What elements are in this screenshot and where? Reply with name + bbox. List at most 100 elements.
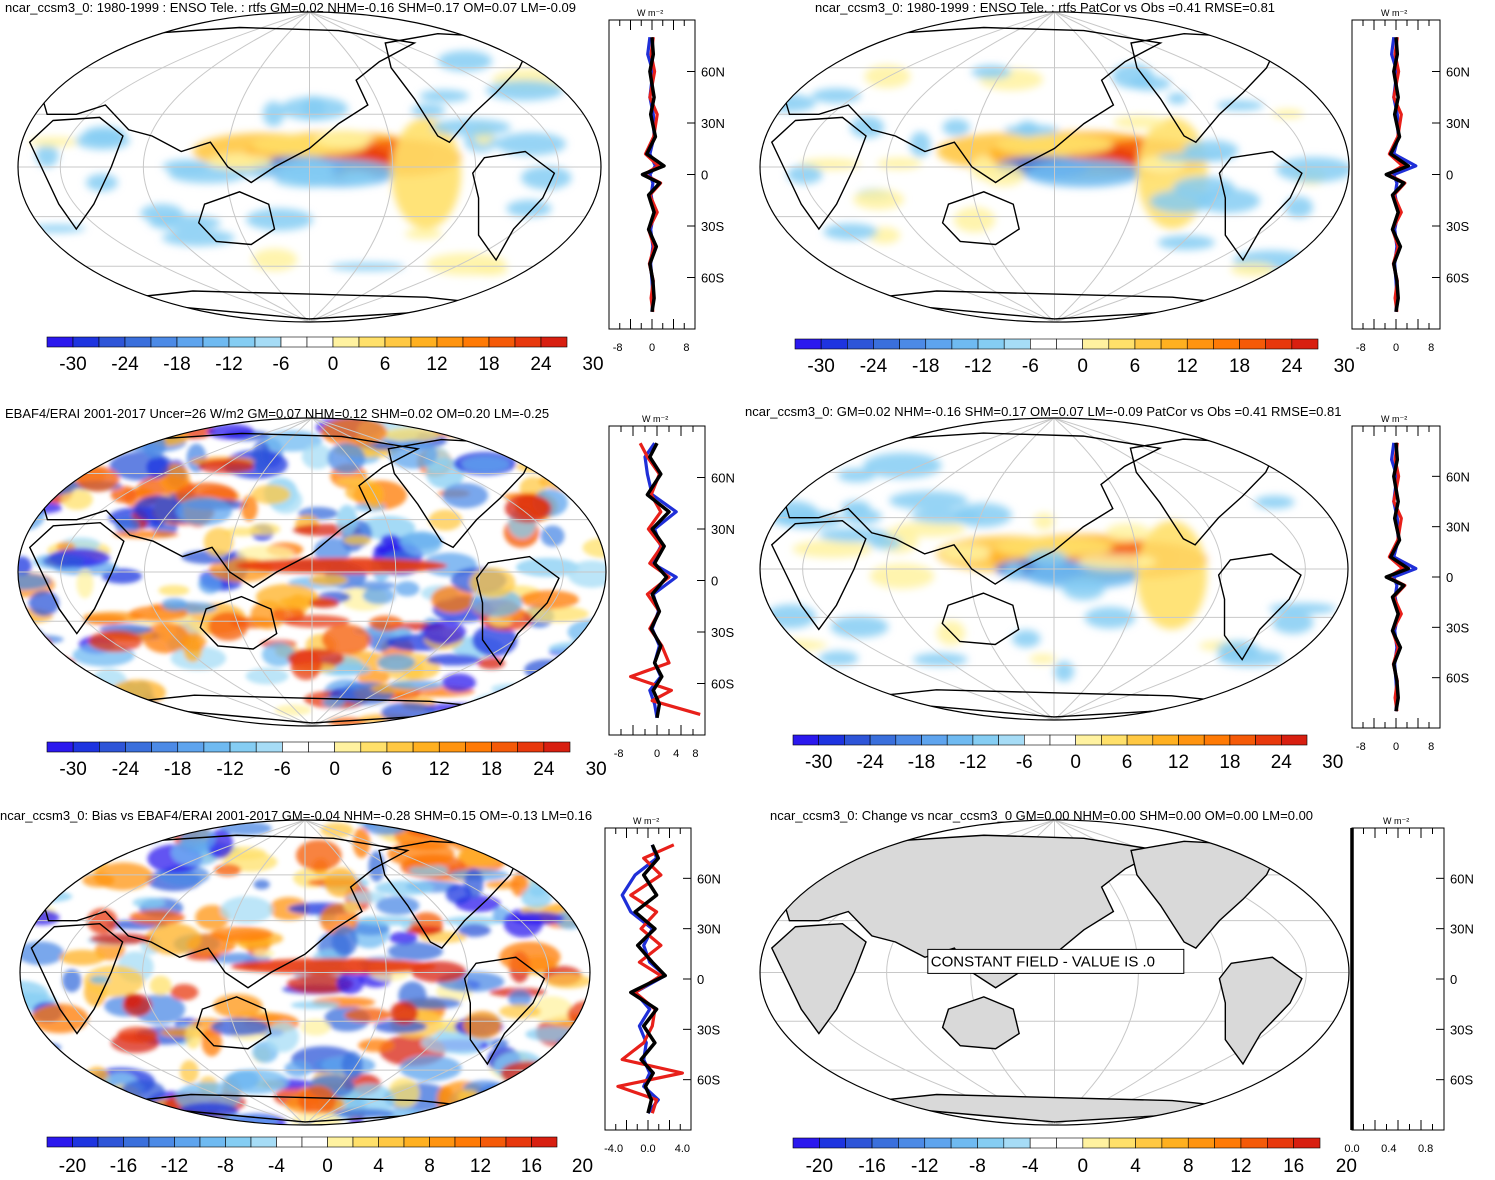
zonal-x-tick-label: 4.0	[675, 1143, 690, 1155]
colorbar-swatch	[358, 336, 386, 348]
colorbar: -30 -24 -18 -12 -6 0 6 12 18 24 30	[792, 734, 1343, 773]
field-patch	[472, 624, 518, 657]
field-patch	[309, 574, 348, 586]
zonal-y-tick-label: 0	[701, 168, 708, 183]
coastline-africa	[770, 519, 867, 631]
meridian-line	[1054, 11, 1139, 323]
zonal-y-tick-label: 0	[1446, 168, 1453, 183]
field-patch	[122, 994, 152, 1017]
colorbar-swatch	[1108, 338, 1136, 350]
colorbar-swatch	[1056, 338, 1083, 350]
meridian-line	[886, 11, 1055, 323]
meridian-line	[223, 819, 306, 1125]
field-patch	[445, 884, 472, 904]
colorbar-swatch	[99, 741, 126, 753]
coastline-southAmerica	[1218, 956, 1303, 1066]
field-patch	[511, 911, 565, 925]
field-patch	[18, 653, 35, 680]
colorbar-tick-label: -30	[805, 752, 832, 773]
colorbar: -20 -16 -12 -8 -4 0 4 8 12 16 20	[792, 1137, 1357, 1177]
colorbar-swatch	[352, 1136, 379, 1148]
colorbar-tick-label: -6	[1016, 752, 1033, 773]
zonal-y-tick-label: 60S	[1446, 671, 1469, 686]
field-patch	[353, 581, 397, 590]
coastline-southAmerica	[1217, 553, 1302, 661]
field-patch	[35, 143, 59, 168]
colorbar-tick-label: -8	[969, 1156, 986, 1177]
colorbar-tick-label: 18	[478, 354, 499, 375]
meridian-line	[144, 418, 313, 726]
map-graticule	[760, 11, 1349, 323]
colorbar-swatch	[1160, 338, 1188, 350]
colorbar-swatch	[1240, 1137, 1268, 1149]
field-patch	[246, 208, 314, 231]
colorbar-swatch	[438, 741, 466, 753]
zonal-y-tick-label: 30S	[701, 219, 724, 234]
field-patch	[25, 1076, 53, 1099]
coastline-antarctica	[105, 290, 514, 320]
field-patch	[78, 694, 113, 718]
colorbar-swatch	[1291, 338, 1319, 350]
meridian-line	[802, 11, 1055, 323]
field-patch	[786, 165, 823, 185]
map-border	[17, 417, 607, 727]
zonal-y-tick-label: 60N	[711, 471, 735, 486]
field-patch	[1167, 92, 1188, 105]
colorbar-tick-label: 12	[1230, 1156, 1251, 1177]
colorbar-swatch	[436, 336, 464, 348]
colorbar-swatch	[125, 741, 152, 753]
field-patch	[1033, 512, 1055, 530]
field-patch	[1062, 577, 1105, 601]
colorbar-tick-label: -18	[163, 354, 190, 375]
field-patch	[20, 1081, 55, 1100]
field-patch	[340, 172, 375, 186]
colorbar-swatch	[46, 336, 74, 348]
coastline-antarctica	[848, 689, 1260, 718]
field-patch	[284, 1060, 312, 1077]
colorbar-swatch	[254, 336, 282, 348]
colorbar-swatch	[514, 336, 542, 348]
meridian-line	[309, 11, 476, 322]
field-patch	[85, 833, 113, 851]
meridian-line	[143, 11, 310, 322]
field-patch	[52, 847, 104, 864]
field-patch	[409, 864, 449, 877]
colorbar-swatch	[1024, 734, 1051, 746]
colorbar-tick-label: -12	[959, 752, 986, 773]
field-patch	[391, 117, 462, 229]
colorbar-swatch	[124, 336, 152, 348]
field-patch	[142, 622, 190, 654]
map-anomaly-blobs	[20, 819, 590, 1125]
coastline-asiaEurope	[776, 432, 1163, 585]
colorbar-swatch	[950, 1137, 978, 1149]
zonal-x-tick-label: -8	[614, 748, 624, 760]
colorbar-tick-label: 30	[582, 354, 603, 375]
zonal-mean-plot: W m⁻² 60N 30N 0 30S 60S -8 0 4 8	[608, 414, 735, 760]
colorbar-swatch	[225, 1136, 252, 1148]
field-patch	[42, 554, 85, 568]
coastline-africa	[30, 922, 124, 1035]
field-patch	[1053, 661, 1075, 682]
colorbar-swatch	[403, 1136, 430, 1148]
zonal-y-tick-label: 0	[697, 972, 704, 987]
field-patch	[404, 228, 443, 240]
zonal-y-tick-label: 60S	[1450, 1073, 1473, 1088]
panel-top-right: ncar_ccsm3_0: 1980-1999 : ENSO Tele. : r…	[759, 0, 1470, 377]
colorbar-swatch	[543, 741, 571, 753]
field-patch	[345, 483, 383, 502]
coastline-southAmerica	[1218, 150, 1303, 262]
zonal-units-label: W m⁻²	[1381, 8, 1407, 18]
field-patch	[356, 669, 390, 686]
zonal-y-tick-label: 30S	[697, 1022, 720, 1037]
field-patch	[75, 131, 130, 150]
zonal-y-tick-label: 0	[711, 574, 718, 589]
field-patch	[49, 660, 73, 672]
field-patch	[54, 707, 81, 726]
field-patch	[894, 521, 966, 537]
colorbar-swatch	[998, 734, 1025, 746]
colorbar-tick-label: 6	[1130, 356, 1141, 377]
field-patch	[321, 624, 371, 655]
colorbar-swatch	[1281, 734, 1308, 746]
field-patch	[411, 103, 446, 118]
colorbar-swatch	[255, 741, 283, 753]
